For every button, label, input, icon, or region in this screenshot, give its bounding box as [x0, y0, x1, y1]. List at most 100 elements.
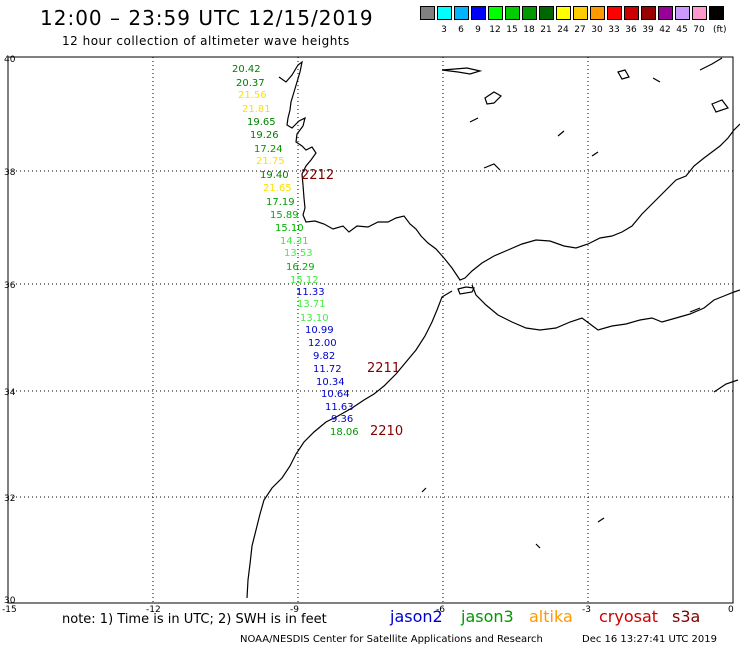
island — [441, 67, 483, 75]
legend-label: 6 — [458, 25, 464, 35]
legend-label: 36 — [625, 25, 637, 35]
legend-label: 27 — [574, 25, 586, 35]
legend-swatch — [641, 6, 656, 20]
legend-label: 24 — [557, 25, 569, 35]
lat-tick-label: 34 — [4, 388, 16, 398]
legend-swatch — [437, 6, 452, 20]
lon-tick-label: -9 — [290, 605, 299, 615]
lon-tick-label: -15 — [2, 605, 17, 615]
wave-height-value: 12.00 — [308, 338, 337, 349]
legend-swatch — [573, 6, 588, 20]
legend-label: 70 — [693, 25, 705, 35]
island — [699, 57, 723, 71]
legend-swatch — [556, 6, 571, 20]
wave-height-value: 21.75 — [256, 156, 285, 167]
legend-label: 15 — [506, 25, 518, 35]
pass-label: 2211 — [367, 361, 400, 376]
lon-tick-label: -6 — [436, 605, 445, 615]
wave-height-value: 15.89 — [270, 210, 299, 221]
island — [483, 163, 501, 171]
legend-swatch — [624, 6, 639, 20]
island — [597, 517, 605, 523]
coastline — [246, 57, 740, 599]
axis-tick-labels: 40 38 36 34 32 30-15 -12 -9 -6 -3 0 — [2, 55, 734, 615]
legend-swatch — [675, 6, 690, 20]
island — [535, 543, 541, 549]
lat-tick-label: 40 — [4, 55, 16, 65]
island — [591, 151, 599, 157]
wave-height-value: 10.64 — [321, 389, 350, 400]
legend-swatch — [692, 6, 707, 20]
wave-height-value: 20.37 — [236, 78, 265, 89]
island — [713, 379, 739, 393]
island — [421, 487, 427, 493]
wave-height-value: 19.65 — [247, 117, 276, 128]
satellite-cryosat: cryosat — [599, 607, 659, 626]
lat-tick-label: 30 — [4, 596, 16, 606]
legend-unit: (ft) — [713, 25, 727, 35]
island — [617, 69, 630, 80]
lon-tick-label: 0 — [728, 605, 734, 615]
mediterranean-africa-coast — [471, 284, 740, 331]
credit-text: NOAA/NESDIS Center for Satellite Applica… — [240, 634, 543, 645]
legend-swatch — [658, 6, 673, 20]
legend-swatch — [590, 6, 605, 20]
legend-label: 39 — [642, 25, 654, 35]
wave-height-value: 21.56 — [238, 90, 267, 101]
wave-height-value: 13.53 — [284, 248, 313, 259]
legend-label: 18 — [523, 25, 535, 35]
wave-height-value: 15.12 — [290, 275, 319, 286]
satellite-jason2: jason2 — [390, 607, 443, 626]
satellite-s3a: s3a — [672, 607, 701, 626]
wave-height-value: 11.72 — [313, 364, 342, 375]
wave-height-value: 17.19 — [266, 197, 295, 208]
island — [711, 99, 729, 113]
wave-height-value: 13.71 — [297, 299, 326, 310]
map-frame — [7, 56, 734, 604]
island — [557, 130, 565, 137]
wave-height-value: 21.65 — [263, 183, 292, 194]
legend-label: 3 — [441, 25, 447, 35]
wave-height-value: 10.99 — [305, 325, 334, 336]
lat-tick-label: 38 — [4, 168, 16, 178]
wave-height-value: 13.10 — [300, 313, 329, 324]
wave-height-value: 15.10 — [275, 223, 304, 234]
island — [652, 77, 661, 83]
lat-tick-label: 36 — [4, 281, 16, 291]
lat-lon-grid — [7, 56, 734, 604]
legend-label: 12 — [489, 25, 501, 35]
legend-label: 45 — [676, 25, 688, 35]
legend-label: 9 — [475, 25, 481, 35]
legend-label: 42 — [659, 25, 671, 35]
legend-label: 21 — [540, 25, 552, 35]
wave-height-value: 19.40 — [260, 170, 289, 181]
legend-swatch — [454, 6, 469, 20]
legend-swatch — [420, 6, 435, 20]
wave-height-value: 11.33 — [296, 287, 325, 298]
timestamp-text: Dec 16 13:27:41 UTC 2019 — [582, 634, 717, 645]
legend-swatch — [607, 6, 622, 20]
pass-labels: 2212 2211 2210 — [301, 168, 403, 439]
footer-note: note: 1) Time is in UTC; 2) SWH is in fe… — [62, 612, 327, 627]
satellite-jason3: jason3 — [461, 607, 514, 626]
wave-height-value: 21.81 — [242, 104, 271, 115]
legend-swatch — [471, 6, 486, 20]
island — [689, 307, 701, 313]
legend-swatch — [488, 6, 503, 20]
legend-label: 33 — [608, 25, 620, 35]
map-title: 12:00 – 23:59 UTC 12/15/2019 — [40, 6, 374, 30]
wave-height-value: 10.34 — [316, 377, 345, 388]
wave-height-value: 16.29 — [286, 262, 315, 273]
island — [484, 91, 502, 105]
legend-swatch — [709, 6, 724, 20]
iberia-coastline — [278, 60, 740, 281]
lon-tick-label: -12 — [146, 605, 161, 615]
wave-height-value: 20.42 — [232, 64, 261, 75]
pass-label: 2210 — [370, 424, 403, 439]
legend-swatch — [505, 6, 520, 20]
wave-height-value: 9.36 — [331, 414, 353, 425]
legend-swatch — [539, 6, 554, 20]
wave-height-value: 17.24 — [254, 144, 283, 155]
